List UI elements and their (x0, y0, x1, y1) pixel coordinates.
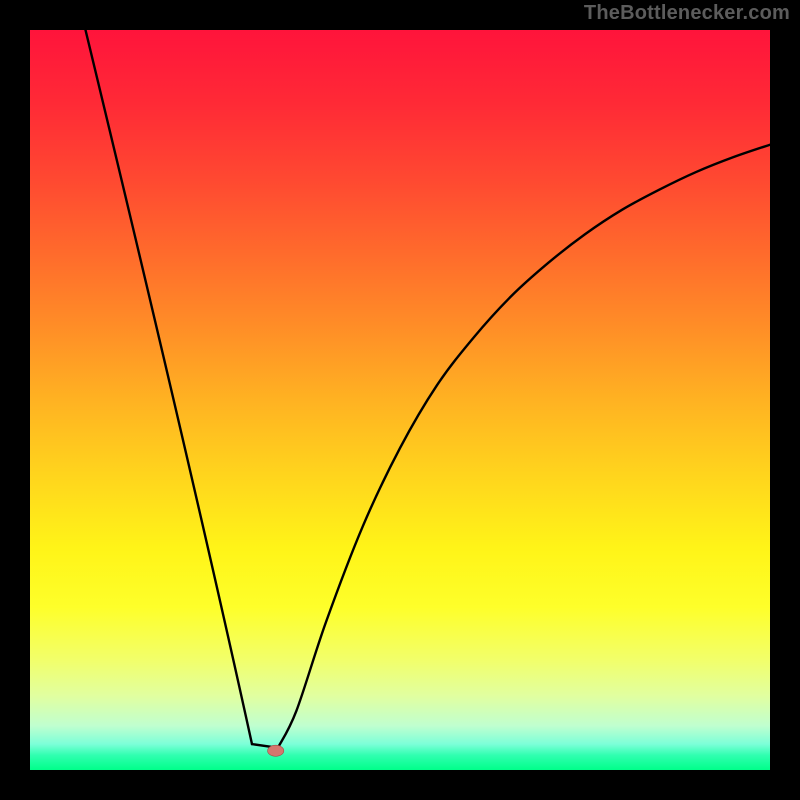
minimum-marker (268, 745, 284, 756)
curve-left-segment (86, 30, 253, 744)
bottleneck-curve (30, 30, 770, 770)
chart-container: TheBottlenecker.com (0, 0, 800, 800)
curve-right-segment (278, 145, 770, 748)
watermark-text: TheBottlenecker.com (584, 2, 790, 25)
